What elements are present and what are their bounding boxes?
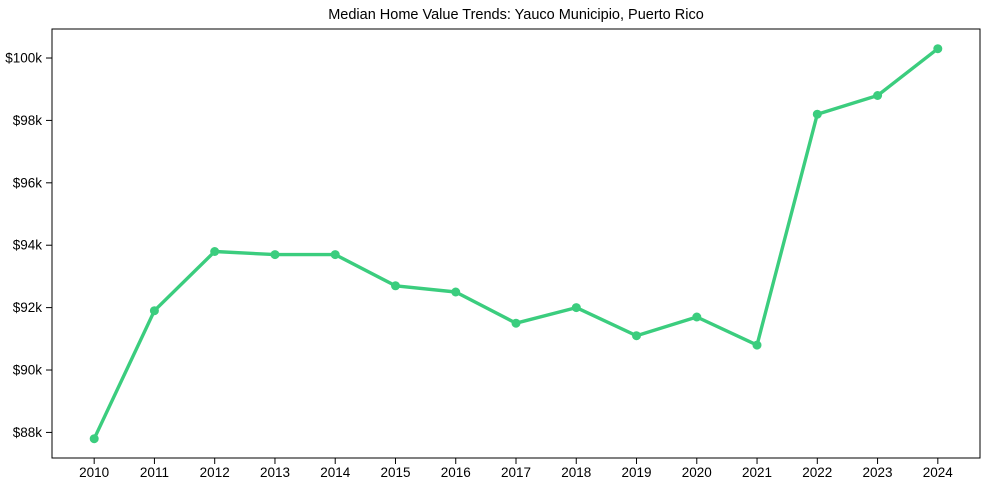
- plot-border: [51, 28, 981, 459]
- y-tick-label: $98k: [13, 113, 43, 128]
- x-tick-label: 2017: [501, 465, 531, 480]
- y-tick-label: $88k: [13, 425, 43, 440]
- data-point-marker: [270, 250, 280, 260]
- y-tick-label: $90k: [13, 363, 43, 378]
- y-tick-label: $100k: [5, 51, 42, 66]
- data-line: [92, 47, 940, 441]
- data-points: [89, 44, 943, 444]
- x-tick-label: 2012: [200, 465, 230, 480]
- y-tick-label: $96k: [13, 175, 43, 190]
- x-tick-label: 2010: [79, 465, 109, 480]
- x-tick-label: 2013: [260, 465, 290, 480]
- x-tick-label: 2022: [802, 465, 832, 480]
- data-point-marker: [210, 247, 220, 256]
- data-point-marker: [391, 281, 400, 291]
- data-point-marker: [89, 434, 99, 444]
- x-axis: 2010 2011 2012 2013 2014 2015 2016 2017 2018 2019…: [79, 458, 953, 480]
- data-point-marker: [752, 340, 762, 350]
- x-tick-label: 2024: [923, 465, 954, 480]
- x-tick-label: 2018: [561, 465, 591, 480]
- data-point-marker: [692, 312, 702, 322]
- x-tick-label: 2011: [140, 465, 169, 480]
- data-point-marker: [873, 91, 883, 100]
- y-tick-label: $94k: [13, 238, 43, 253]
- x-tick-label: 2023: [863, 465, 893, 480]
- data-point-marker: [330, 250, 340, 260]
- data-point-marker: [511, 318, 521, 328]
- data-point-marker: [571, 303, 581, 313]
- data-point-marker: [149, 306, 159, 316]
- y-axis: $88k $90k $92k $94k $96k $98k $100k: [5, 51, 52, 440]
- data-point-marker: [933, 44, 943, 54]
- chart-title: Median Home Value Trends: Yauco Municipi…: [328, 7, 704, 23]
- data-point-marker: [812, 109, 822, 119]
- x-tick-label: 2016: [441, 465, 471, 480]
- x-tick-label: 2019: [621, 465, 651, 480]
- data-point-marker: [451, 287, 461, 297]
- x-tick-label: 2020: [682, 465, 712, 480]
- y-tick-label: $92k: [13, 300, 43, 315]
- x-tick-label: 2021: [742, 465, 772, 480]
- data-point-marker: [632, 331, 641, 341]
- x-tick-label: 2015: [380, 465, 410, 480]
- x-tick-label: 2014: [320, 465, 351, 480]
